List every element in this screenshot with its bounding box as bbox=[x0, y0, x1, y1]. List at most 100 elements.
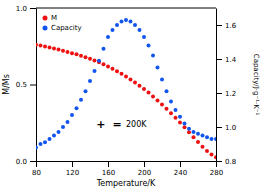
tick-mark bbox=[216, 59, 222, 60]
point bbox=[160, 103, 164, 107]
point bbox=[75, 52, 79, 56]
tick-mark bbox=[216, 161, 222, 162]
tick-mark bbox=[216, 25, 222, 26]
tick-label: 120 bbox=[66, 169, 79, 177]
point bbox=[210, 153, 214, 157]
tick-label: 1.2 bbox=[225, 90, 236, 98]
tick-mark bbox=[30, 85, 36, 86]
point bbox=[93, 58, 97, 62]
point bbox=[196, 140, 200, 144]
tick-mark bbox=[180, 161, 181, 167]
y2-axis-title: Capacity/J·g⁻¹·K⁻¹ bbox=[252, 54, 260, 116]
axis-line bbox=[216, 9, 217, 162]
point bbox=[88, 79, 92, 83]
point bbox=[129, 20, 133, 24]
point bbox=[36, 145, 38, 149]
point bbox=[187, 130, 191, 134]
tick: 1.0 bbox=[16, 5, 36, 13]
tick: 1.4 bbox=[216, 56, 237, 64]
y-axis-title: M/Ms bbox=[2, 74, 11, 95]
tick-label: 1.0 bbox=[16, 5, 27, 13]
point bbox=[111, 28, 115, 32]
point bbox=[66, 120, 70, 124]
point bbox=[106, 64, 110, 68]
tick-label: 280 bbox=[210, 169, 223, 177]
point bbox=[178, 121, 182, 125]
marks bbox=[36, 18, 216, 159]
point bbox=[214, 155, 216, 159]
point bbox=[70, 51, 74, 55]
tick: 0.5 bbox=[16, 81, 36, 89]
point bbox=[70, 113, 74, 117]
point bbox=[147, 43, 151, 47]
point bbox=[36, 43, 38, 47]
point bbox=[187, 127, 191, 131]
point bbox=[93, 69, 97, 73]
tick-mark bbox=[30, 8, 36, 9]
annotation: + bbox=[96, 118, 105, 131]
point bbox=[57, 130, 61, 134]
tick-label: 240 bbox=[174, 169, 187, 177]
point bbox=[102, 62, 106, 66]
point bbox=[156, 98, 160, 102]
point bbox=[160, 77, 164, 81]
point bbox=[192, 130, 196, 134]
point bbox=[174, 108, 178, 112]
tick-label: 80 bbox=[32, 169, 41, 177]
y-axis: 0.0 0.5 1.0 bbox=[16, 5, 37, 166]
tick: 120 bbox=[66, 161, 79, 177]
point bbox=[133, 23, 137, 27]
tick-label: 1.4 bbox=[225, 56, 237, 64]
legend-marker bbox=[43, 26, 48, 31]
point bbox=[205, 135, 209, 139]
legend-label: M bbox=[51, 14, 57, 22]
point bbox=[43, 140, 47, 144]
tick-label: 0.0 bbox=[16, 158, 27, 166]
point bbox=[39, 43, 43, 47]
legend: M Capacity bbox=[43, 14, 82, 32]
point bbox=[43, 45, 47, 49]
axis-line bbox=[37, 161, 217, 162]
point bbox=[210, 137, 214, 141]
point bbox=[48, 137, 52, 141]
chart: 801201602002402800.00.51.00.81.01.21.41.… bbox=[0, 0, 260, 189]
y2-axis: 0.81.01.21.41.6 bbox=[216, 9, 237, 166]
point bbox=[115, 69, 119, 73]
frame-line bbox=[36, 8, 216, 9]
legend-item: Capacity bbox=[43, 24, 82, 32]
point bbox=[214, 137, 216, 141]
legend-label: Capacity bbox=[51, 24, 82, 32]
point bbox=[88, 57, 92, 61]
tick-label: 0.8 bbox=[225, 158, 236, 166]
point bbox=[129, 77, 133, 81]
point bbox=[192, 135, 196, 139]
series bbox=[36, 43, 216, 159]
tick: 240 bbox=[174, 161, 187, 177]
plot: 801201602002402800.00.51.00.81.01.21.41.… bbox=[16, 5, 237, 177]
point bbox=[138, 28, 142, 32]
tick: 280 bbox=[210, 161, 223, 177]
tick-mark bbox=[72, 161, 73, 167]
point bbox=[106, 35, 110, 39]
point bbox=[142, 87, 146, 91]
tick-mark bbox=[216, 127, 222, 128]
point bbox=[111, 67, 115, 71]
tick: 200 bbox=[138, 161, 151, 177]
point bbox=[120, 72, 124, 76]
axis-line bbox=[36, 9, 37, 162]
tick-mark bbox=[36, 161, 37, 167]
point bbox=[151, 94, 155, 98]
point bbox=[174, 116, 178, 120]
point bbox=[120, 20, 124, 24]
tick-label: 200 bbox=[138, 169, 151, 177]
legend-marker bbox=[43, 16, 48, 21]
tick-label: 1.6 bbox=[225, 22, 237, 30]
point bbox=[165, 89, 169, 93]
point bbox=[48, 45, 52, 49]
point bbox=[39, 142, 43, 146]
annotation: = bbox=[112, 118, 121, 131]
point bbox=[169, 100, 173, 104]
x-axis-title: Temperature/K bbox=[96, 179, 156, 188]
annotations: +=200K bbox=[96, 118, 147, 131]
point bbox=[84, 89, 88, 93]
